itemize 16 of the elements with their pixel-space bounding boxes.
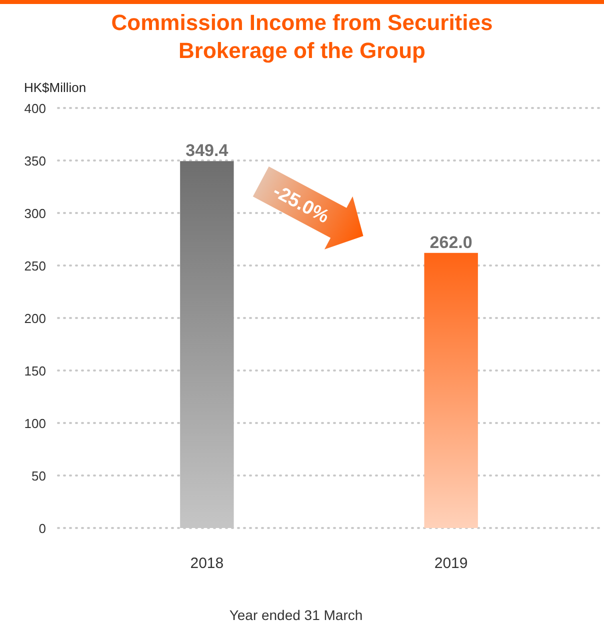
y-axis-title: HK$Million — [24, 80, 86, 95]
y-tick-label: 200 — [24, 311, 46, 326]
y-tick-label: 100 — [24, 416, 46, 431]
x-tick-label: 2018 — [190, 555, 224, 572]
y-tick-label: 300 — [24, 206, 46, 221]
chart-title: Commission Income from Securities Brokerage of the Group — [111, 10, 493, 63]
y-tick-label: 50 — [32, 468, 46, 484]
x-tick-label: 2019 — [434, 555, 468, 572]
y-tick-label: 250 — [24, 258, 46, 274]
data-label: 262.0 — [430, 232, 472, 252]
y-tick-label: 350 — [24, 154, 46, 168]
y-tick-label: 0 — [38, 521, 46, 536]
x-axis-title: Year ended 31 March — [229, 607, 363, 623]
data-label: 349.4 — [186, 141, 229, 160]
y-tick-label: 150 — [24, 364, 46, 378]
y-tick-label: 400 — [24, 101, 46, 116]
